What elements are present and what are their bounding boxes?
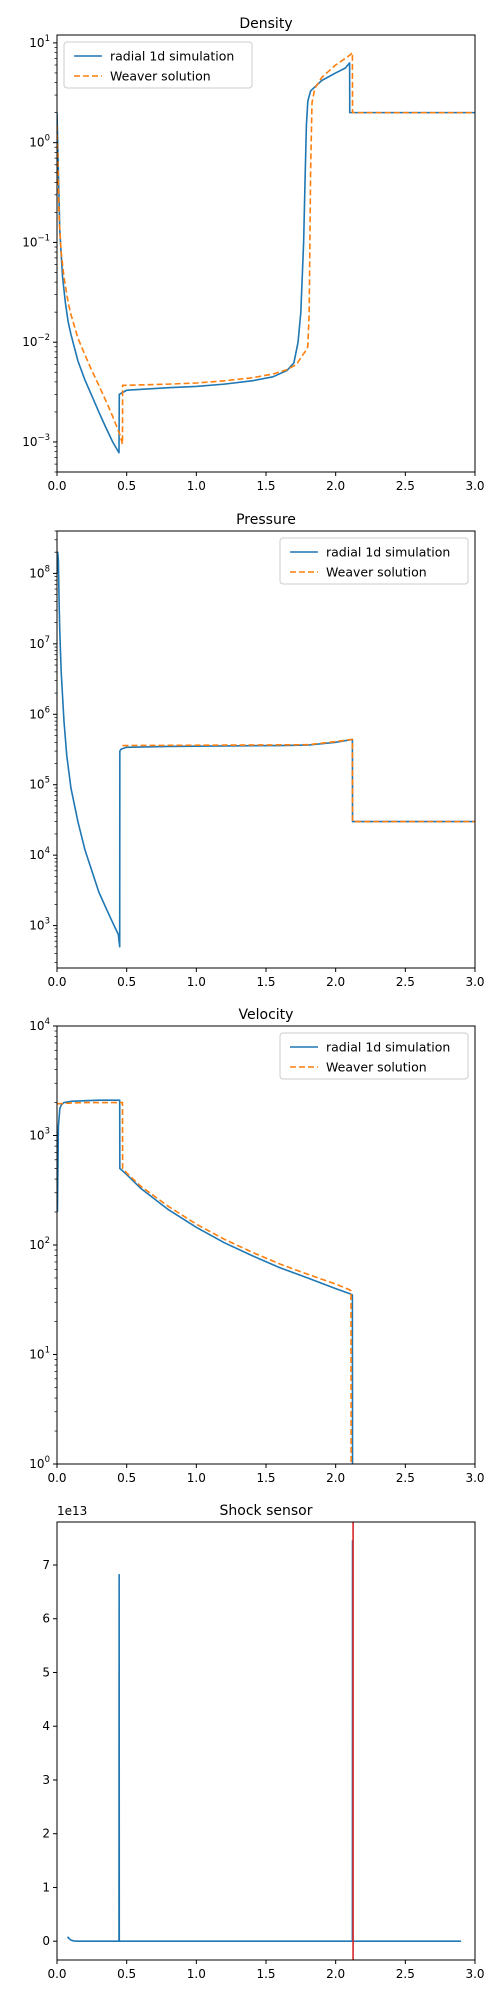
y-tick-label: 100 <box>29 134 50 150</box>
x-tick-label: 0.5 <box>117 1967 136 1981</box>
y-tick-label: 107 <box>29 635 50 651</box>
y-tick-label: 6 <box>42 1612 50 1626</box>
y-tick-label: 104 <box>29 1017 50 1033</box>
series-line-1 <box>66 1540 462 1942</box>
x-tick-label: 1.0 <box>187 1471 206 1485</box>
x-tick-label: 2.5 <box>396 1967 415 1981</box>
legend-label: Weaver solution <box>326 565 427 580</box>
x-tick-label: 2.0 <box>326 479 345 493</box>
series-line-2 <box>122 738 475 823</box>
y-tick-label: 106 <box>29 705 50 721</box>
axes-frame <box>56 1521 476 1961</box>
legend: radial 1d simulation Weaver solution <box>63 41 253 89</box>
y-tick-label: 4 <box>42 1719 50 1733</box>
y-tick-label: 101 <box>29 34 50 50</box>
x-tick-label: 3.0 <box>465 975 484 989</box>
x-tick-label: 0.0 <box>47 975 66 989</box>
x-tick-label: 1.5 <box>256 479 275 493</box>
legend-label: radial 1d simulation <box>326 545 450 560</box>
x-tick-label: 2.0 <box>326 1471 345 1485</box>
x-tick-label: 1.5 <box>256 1967 275 1981</box>
x-tick-label: 3.0 <box>465 479 484 493</box>
legend-label: Weaver solution <box>110 69 211 84</box>
y-tick-label: 10−3 <box>22 433 50 449</box>
x-tick-label: 2.5 <box>396 1471 415 1485</box>
y-tick-label: 103 <box>29 1127 50 1143</box>
y-tick-label: 1 <box>42 1880 50 1894</box>
y-tick-label: 100 <box>29 1455 50 1471</box>
y-tick-label: 5 <box>42 1665 50 1679</box>
axes-frame <box>56 34 476 473</box>
y-tick-label: 102 <box>29 1236 50 1252</box>
y-tick-label: 10−2 <box>22 333 50 349</box>
legend-label: radial 1d simulation <box>326 1040 450 1055</box>
legend-box <box>279 1032 469 1080</box>
series-line-1 <box>57 1099 354 1464</box>
x-tick-label: 0.0 <box>47 479 66 493</box>
x-tick-label: 0.5 <box>117 479 136 493</box>
x-tick-label: 0.0 <box>47 1471 66 1485</box>
x-tick-label: 1.5 <box>256 975 275 989</box>
legend-box <box>279 537 469 585</box>
series-line-1 <box>57 551 475 948</box>
series-line-1 <box>57 62 475 454</box>
chart-panel-3: Velocity 0.0 0.5 1.0 1.5 2.0 2.5 3.0 100 101 102 10… <box>29 1007 484 1485</box>
axes-frame <box>56 1025 476 1465</box>
chart-panel-4: Shock sensor 0.0 0.5 1.0 1.5 2.0 2.5 3.0 0 1 2 3 4 5 6… <box>42 1503 484 1981</box>
legend-label: Weaver solution <box>326 1060 427 1075</box>
x-tick-label: 2.5 <box>396 975 415 989</box>
x-tick-label: 1.5 <box>256 1471 275 1485</box>
chart-title: Shock sensor <box>220 1503 313 1519</box>
y-tick-label: 101 <box>29 1346 50 1362</box>
x-tick-label: 1.0 <box>187 1967 206 1981</box>
y-tick-label: 7 <box>42 1558 50 1572</box>
legend: radial 1d simulation Weaver solution <box>279 537 469 585</box>
x-tick-label: 0.5 <box>117 1471 136 1485</box>
x-tick-label: 2.0 <box>326 1967 345 1981</box>
legend-label: radial 1d simulation <box>110 49 234 64</box>
y-tick-label: 105 <box>29 776 50 792</box>
axes-frame <box>56 530 476 969</box>
x-tick-label: 1.0 <box>187 479 206 493</box>
y-tick-label: 3 <box>42 1773 50 1787</box>
x-tick-label: 0.0 <box>47 1967 66 1981</box>
x-tick-label: 1.0 <box>187 975 206 989</box>
x-tick-label: 3.0 <box>465 1471 484 1485</box>
axis-offset-text: 1e13 <box>57 1504 87 1518</box>
y-tick-label: 103 <box>29 917 50 933</box>
chart-title: Pressure <box>236 512 296 528</box>
x-tick-label: 0.5 <box>117 975 136 989</box>
y-tick-label: 104 <box>29 846 50 862</box>
legend-box <box>63 41 253 89</box>
chart-panel-2: Pressure 0.0 0.5 1.0 1.5 2.0 2.5 3.0 103 104 105 10… <box>29 512 484 989</box>
chart-title: Velocity <box>239 1007 294 1023</box>
legend: radial 1d simulation Weaver solution <box>279 1032 469 1080</box>
y-tick-label: 108 <box>29 564 50 580</box>
y-tick-label: 2 <box>42 1827 50 1841</box>
chart-panel-1: Density 0.0 0.5 1.0 1.5 2.0 2.5 3.0 10−3 10−2 10−1… <box>22 16 484 493</box>
series-line-2 <box>57 1101 352 1464</box>
y-tick-label: 0 <box>42 1934 50 1948</box>
x-tick-label: 3.0 <box>465 1967 484 1981</box>
x-tick-label: 2.0 <box>326 975 345 989</box>
series-line-2 <box>57 51 475 445</box>
x-tick-label: 2.5 <box>396 479 415 493</box>
chart-title: Density <box>239 16 292 32</box>
y-tick-label: 10−1 <box>22 233 50 249</box>
